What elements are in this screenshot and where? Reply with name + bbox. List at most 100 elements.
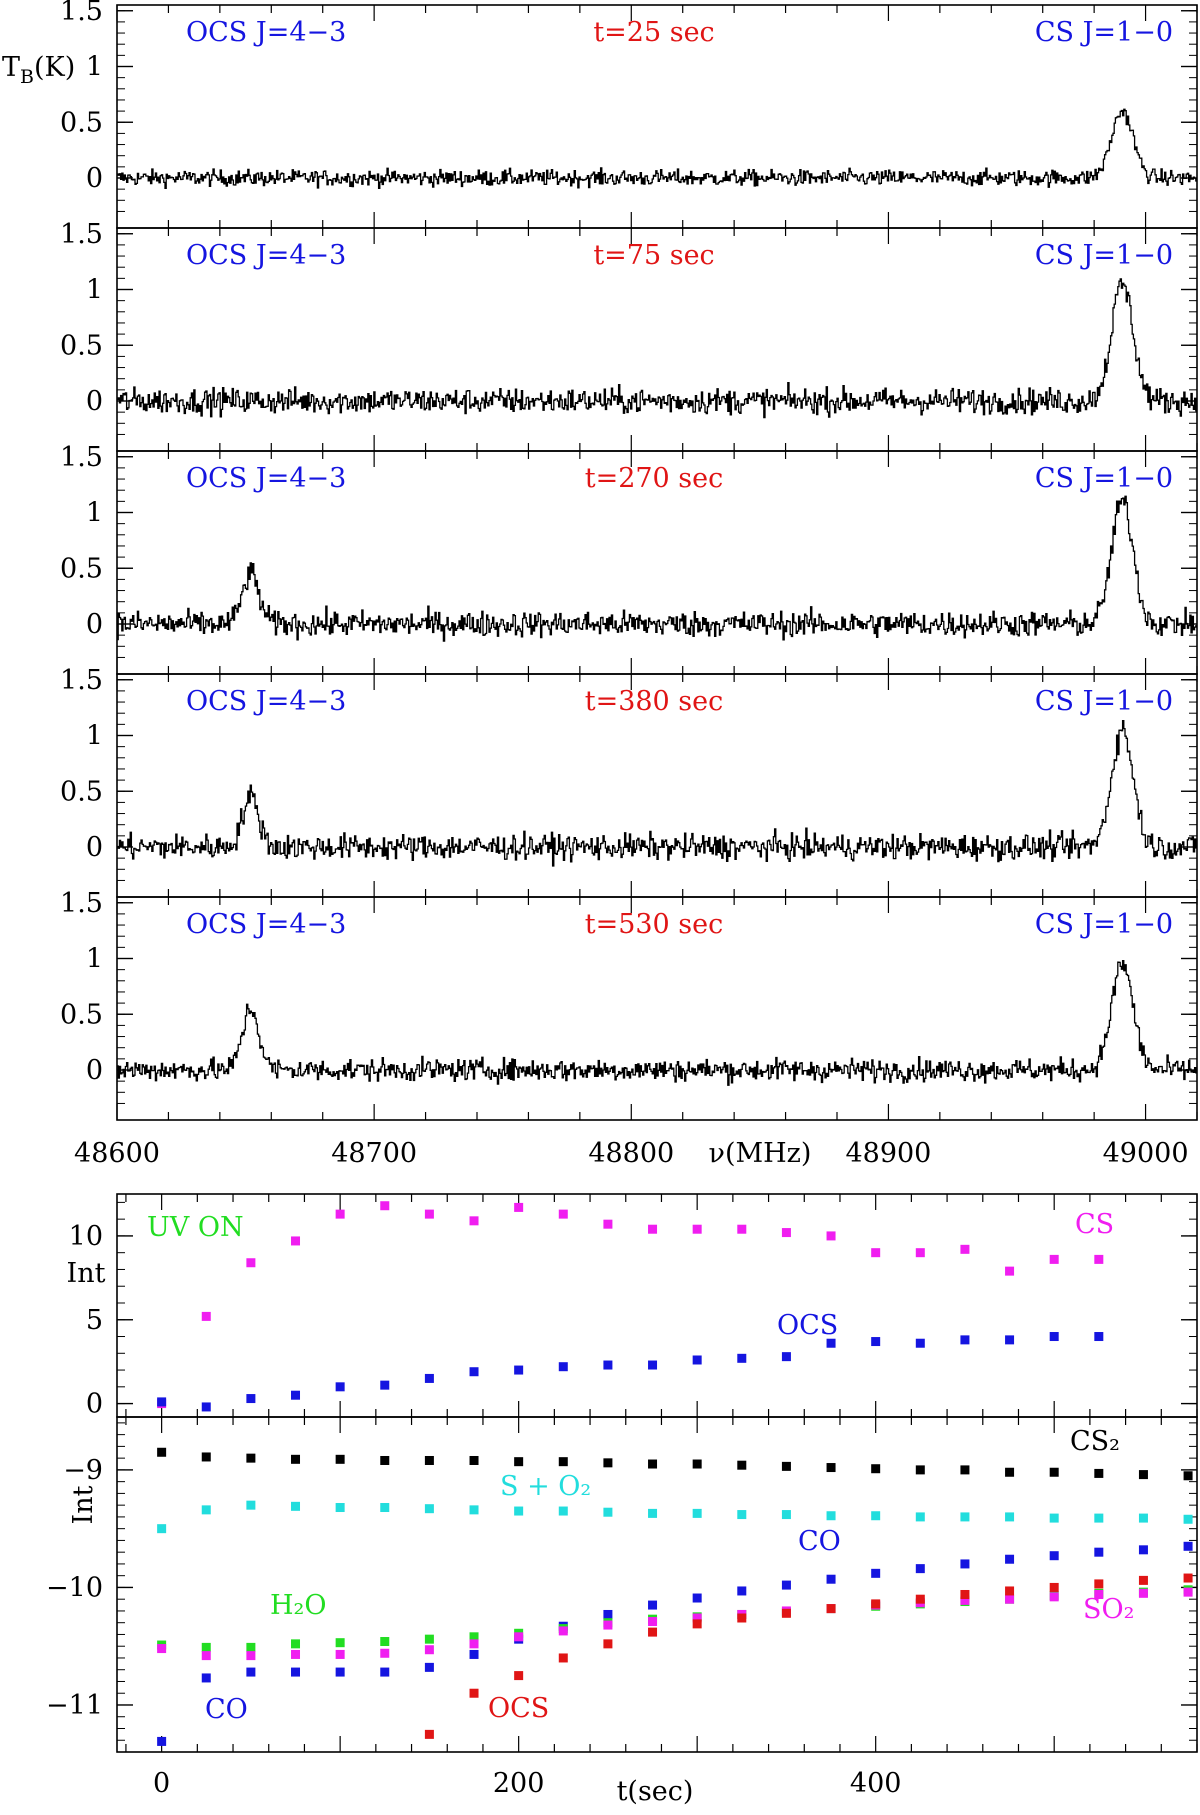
data-point (826, 1338, 836, 1348)
y-tick-label: 0.5 (60, 330, 103, 361)
y-tick-label: 0 (86, 609, 103, 640)
data-point (915, 1338, 925, 1348)
data-point (1005, 1266, 1015, 1276)
y-tick-label: 1.5 (60, 442, 103, 473)
data-point (1183, 1471, 1193, 1481)
label-cs-transition: CS J=1−0 (1035, 909, 1173, 940)
data-point (960, 1589, 970, 1599)
data-point (1049, 1582, 1059, 1592)
data-point (291, 1639, 301, 1649)
y-tick-label: 0.5 (60, 776, 103, 807)
data-point (335, 1503, 345, 1513)
data-point (157, 1447, 167, 1457)
data-point (737, 1460, 747, 1470)
data-point (1094, 1579, 1104, 1589)
label-time: t=75 sec (593, 240, 714, 271)
y-tick-label: 1 (86, 721, 103, 752)
series-S + O₂ (157, 1500, 1193, 1534)
spectra-x-tick-label: 48600 (74, 1138, 160, 1169)
data-point (781, 1352, 791, 1362)
upper-int-points (157, 1201, 1104, 1412)
data-point (335, 1454, 345, 1464)
data-point (1138, 1588, 1148, 1598)
y-tick-label: −9 (63, 1455, 103, 1486)
data-point (692, 1508, 702, 1518)
spectra-x-tick-label: 48700 (331, 1138, 417, 1169)
data-point (1183, 1587, 1193, 1597)
data-point (514, 1506, 524, 1516)
data-point (1005, 1586, 1015, 1596)
data-point (514, 1632, 524, 1642)
data-point (201, 1452, 211, 1462)
data-point (469, 1688, 479, 1698)
data-point (201, 1642, 211, 1652)
data-point (692, 1619, 702, 1629)
lower-int-points (157, 1447, 1193, 1746)
data-point (1005, 1512, 1015, 1522)
data-point (826, 1231, 836, 1241)
y-tick-label: 0 (86, 1389, 103, 1420)
data-point (1138, 1470, 1148, 1480)
data-point (157, 1524, 167, 1534)
label-time: t=270 sec (585, 463, 724, 494)
y-tick-label: −11 (46, 1690, 103, 1721)
data-point (692, 1355, 702, 1365)
y-tick-label: 1.5 (60, 0, 103, 27)
annotation-cs: CS (1075, 1209, 1114, 1240)
data-point (826, 1604, 836, 1614)
data-point (960, 1244, 970, 1254)
data-point (424, 1645, 434, 1655)
spectrum-trace (117, 959, 1197, 1086)
y-tick-label: 1 (86, 498, 103, 529)
data-point (1183, 1573, 1193, 1583)
data-point (915, 1594, 925, 1604)
data-point (737, 1586, 747, 1596)
data-point (201, 1673, 211, 1683)
data-point (558, 1362, 568, 1372)
annotation-co-left: CO (205, 1694, 248, 1725)
data-point (380, 1380, 390, 1390)
data-point (424, 1662, 434, 1672)
data-point (157, 1644, 167, 1654)
data-point (380, 1648, 390, 1658)
data-point (380, 1455, 390, 1465)
data-point (558, 1506, 568, 1516)
y-tick-label: 0.5 (60, 999, 103, 1030)
data-point (1183, 1541, 1193, 1551)
y-tick-label: 1 (86, 52, 103, 83)
label-cs-transition: CS J=1−0 (1035, 463, 1173, 494)
data-point (201, 1651, 211, 1661)
data-point (1049, 1513, 1059, 1523)
annotation-co-right: CO (798, 1526, 841, 1557)
annotation-so2: SO₂ (1083, 1594, 1134, 1625)
data-point (781, 1510, 791, 1520)
annotation-ocs-upper: OCS (777, 1310, 838, 1341)
spectrum-panel: 1.5 1 0.5 0 OCS J=4−3 t=380 sec CS J=1−0 (60, 665, 1198, 898)
data-point (692, 1224, 702, 1234)
data-point (1094, 1547, 1104, 1557)
spectrum-panel: 1.5 1 0.5 0 OCS J=4−3 t=270 sec CS J=1−0 (60, 442, 1198, 675)
data-point (1049, 1592, 1059, 1602)
data-point (1049, 1467, 1059, 1477)
data-point (648, 1459, 658, 1469)
data-point (558, 1457, 568, 1467)
data-point (424, 1504, 434, 1514)
spectrum-panel: 1.5 1 0.5 0 OCS J=4−3 t=75 sec CS J=1−0 (60, 219, 1198, 452)
data-point (648, 1224, 658, 1234)
spectra-x-axis-label: ν(MHz) (709, 1138, 812, 1169)
data-point (603, 1458, 613, 1468)
data-point (1138, 1575, 1148, 1585)
data-point (871, 1568, 881, 1578)
data-point (915, 1248, 925, 1258)
y-tick-label: 1.5 (60, 665, 103, 696)
series-OCS (424, 1573, 1193, 1739)
data-point (1049, 1332, 1059, 1342)
data-point (246, 1500, 256, 1510)
data-point (291, 1501, 301, 1511)
data-point (424, 1455, 434, 1465)
data-point (1005, 1554, 1015, 1564)
data-point (915, 1465, 925, 1475)
